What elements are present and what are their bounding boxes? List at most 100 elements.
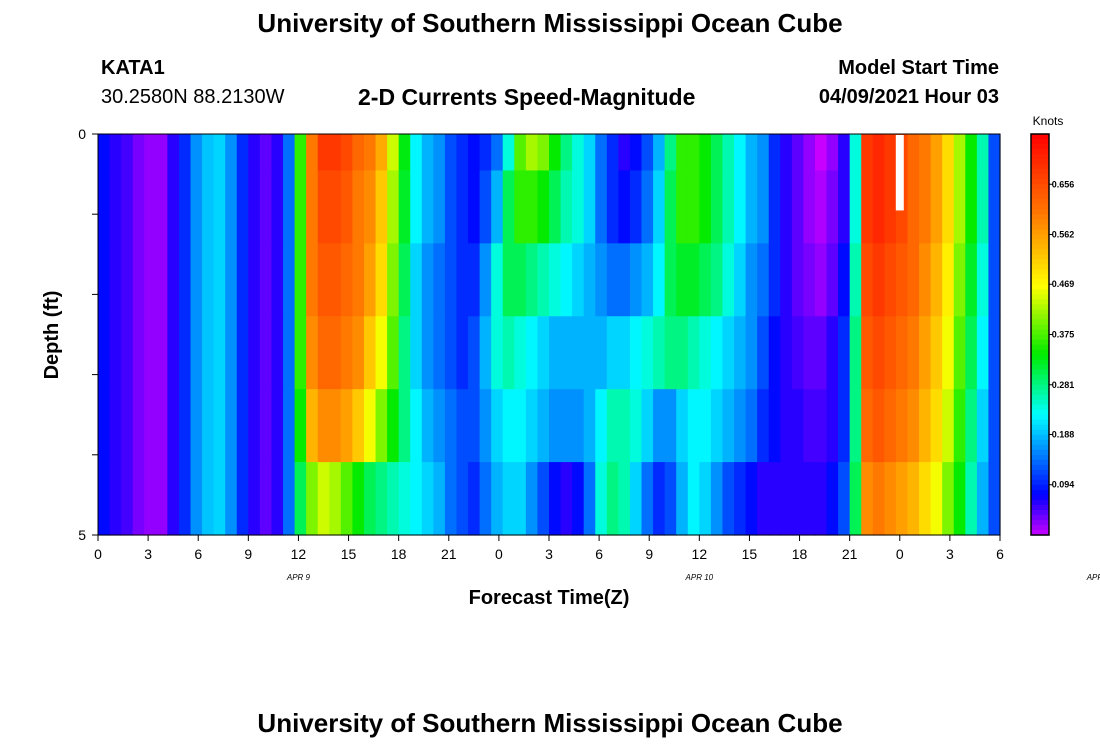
heatmap-cell [919,462,932,536]
x-tick-label: 15 [742,546,758,562]
colorbar-label: Knots [1033,114,1064,128]
heatmap-cell [283,316,296,390]
heatmap-cell [132,243,145,317]
heatmap-cell [722,170,735,244]
heatmap-cell [572,316,585,390]
y-tick-label: 0 [78,126,86,142]
heatmap-cell [352,316,365,390]
colorbar-swatch [1031,184,1049,190]
heatmap-cell [444,389,458,463]
heatmap-cell [294,316,307,390]
heatmap-cell [699,134,712,172]
colorbar-swatch [1031,164,1049,170]
colorbar-swatch [1031,409,1049,416]
colorbar-swatch [1031,434,1049,441]
heatmap-cell [676,389,689,463]
x-tick-label: 21 [842,546,858,562]
heatmap-cell [190,462,203,536]
heatmap-cell [479,462,492,536]
colorbar-swatch [1031,244,1049,250]
heatmap-cell [178,134,192,172]
heatmap-cell [676,462,689,536]
heatmap-cell [699,389,712,463]
heatmap-cell [329,389,342,463]
colorbar-swatch [1031,429,1049,436]
heatmap-cell [363,134,377,172]
heatmap-cell [583,316,596,390]
heatmap-cell [629,462,643,536]
heatmap-cell [710,316,724,390]
heatmap-cell [433,316,446,390]
heatmap-cell [121,389,134,463]
colorbar-swatch [1031,399,1049,406]
colorbar-swatch [1031,519,1049,526]
heatmap-cell [329,316,342,390]
heatmap-cell [271,389,284,463]
heatmap-cell [618,462,631,536]
heatmap-cell [942,134,955,172]
heatmap-cell [838,243,851,317]
heatmap-cell [606,389,619,463]
heatmap-cell [549,316,562,390]
heatmap-cell [849,316,862,390]
heatmap-cell [144,243,157,317]
heatmap-cell [919,316,932,390]
heatmap-cell [595,134,608,172]
heatmap-cell [178,462,192,536]
heatmap-cell [433,389,446,463]
heatmap-cell [641,462,654,536]
heatmap-cell [306,243,319,317]
heatmap-cell [491,243,504,317]
heatmap-cell [814,389,828,463]
heatmap-cell [814,170,828,244]
heatmap-cell [976,134,990,172]
heatmap-cell [595,316,608,390]
heatmap-cell [861,170,874,244]
colorbar-swatch [1031,339,1049,346]
heatmap-cell [167,389,180,463]
heatmap-cell [109,316,122,390]
heatmap-cell [502,316,515,390]
heatmap-cell [976,462,990,536]
heatmap-cell [953,316,966,390]
heatmap-cell [340,316,354,390]
x-tick-label: 9 [244,546,252,562]
heatmap-cell [895,462,909,536]
heatmap-cell [294,243,307,317]
heatmap-cell [768,389,781,463]
heatmap-cell [202,170,215,244]
heatmap-cell [317,389,330,463]
heatmap-cell [491,134,504,172]
heatmap-cell [410,134,423,172]
heatmap-cell [687,462,700,536]
heatmap-cell [988,243,1001,317]
heatmap-cell [98,243,111,317]
heatmap-cell [895,389,909,463]
heatmap-cell [930,389,943,463]
heatmap-cell [190,243,203,317]
heatmap-cell [653,134,666,172]
heatmap-cell [629,243,643,317]
heatmap-cell [953,389,966,463]
x-tick-label: 15 [341,546,357,562]
model-start-marker [895,135,904,211]
heatmap-cell [988,170,1001,244]
heatmap-cell [664,389,677,463]
heatmap-cell [942,243,955,317]
heatmap-cell [456,316,469,390]
colorbar-swatch [1031,314,1049,321]
heatmap-cell [745,243,758,317]
heatmap-cell [780,389,793,463]
heatmap-cell [861,462,874,536]
heatmap-cell [444,316,458,390]
colorbar-swatch [1031,524,1049,531]
colorbar-tick-label: 0.656 [1052,179,1075,189]
heatmap-cell [225,134,238,172]
heatmap-cell [734,462,747,536]
heatmap-cell [791,316,805,390]
heatmap-cell [537,462,550,536]
heatmap-cell [225,243,238,317]
heatmap-cell [734,243,747,317]
heatmap-cell [618,134,631,172]
heatmap-cell [653,462,666,536]
